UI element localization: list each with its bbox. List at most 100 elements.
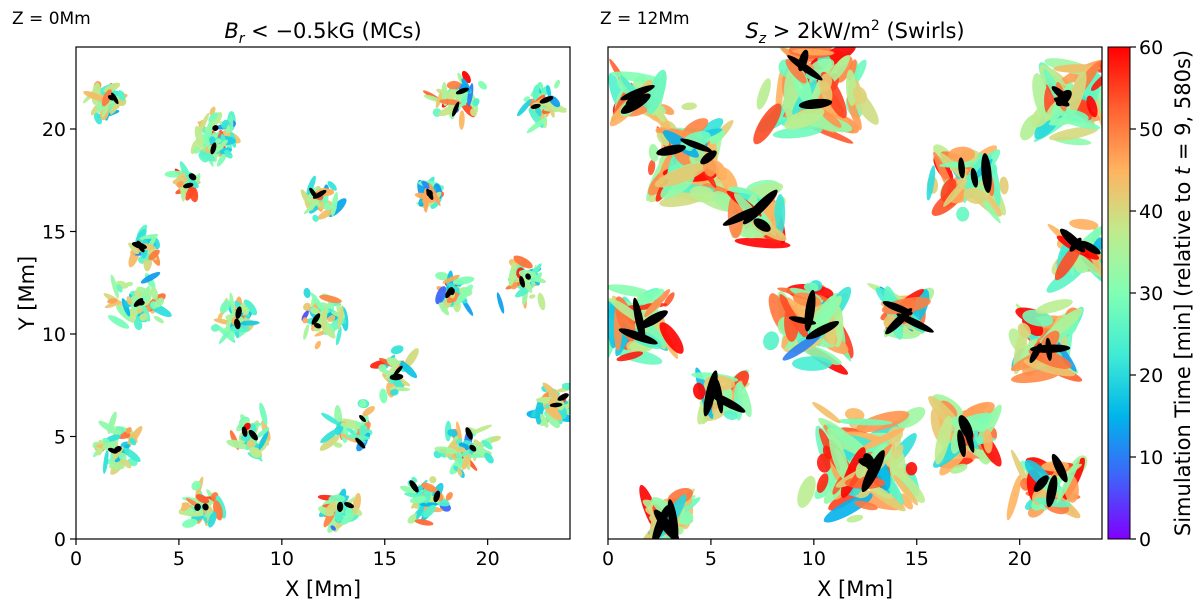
- feature-mark: [635, 288, 665, 306]
- tracked-core-mark: [133, 298, 144, 307]
- feature-mark: [826, 427, 868, 457]
- feature-mark: [1023, 359, 1076, 377]
- feature-mark: [792, 356, 832, 371]
- feature-mark: [302, 317, 309, 324]
- feature-mark: [447, 429, 458, 437]
- y-tick-label: 10: [42, 324, 66, 346]
- feature-mark: [390, 388, 399, 396]
- tracked-core-mark: [882, 301, 913, 315]
- feature-mark: [224, 149, 233, 159]
- x-tick-label: 20: [476, 548, 500, 570]
- tracked-core-mark: [212, 125, 219, 132]
- left-y-axis-label: Y [Mm]: [15, 256, 39, 331]
- feature-mark: [199, 150, 216, 162]
- feature-mark: [680, 142, 693, 152]
- feature-mark: [435, 91, 443, 109]
- feature-mark: [117, 99, 126, 107]
- tracked-core-mark: [787, 55, 823, 81]
- colorbar: 0 10 20 30 40 50 60 Simulation Time [min] (rel…: [1107, 37, 1195, 551]
- feature-mark: [306, 197, 322, 207]
- tracked-core-mark: [336, 501, 344, 513]
- feature-mark: [259, 402, 268, 426]
- feature-mark: [321, 412, 340, 426]
- feature-mark: [140, 271, 161, 284]
- feature-mark: [448, 90, 457, 99]
- feature-mark: [524, 278, 533, 293]
- tracked-core-mark: [1059, 228, 1086, 253]
- tracked-core-mark: [314, 323, 322, 329]
- feature-mark: [934, 415, 952, 465]
- tracked-core-mark: [107, 95, 115, 101]
- feature-mark: [810, 295, 838, 338]
- feature-mark: [121, 298, 131, 317]
- colorbar-ticks: 0 10 20 30 40 50 60: [1130, 37, 1163, 551]
- tracked-core-mark: [620, 84, 655, 101]
- feature-mark: [126, 296, 133, 306]
- feature-mark: [820, 81, 833, 103]
- feature-mark: [256, 427, 270, 438]
- feature-mark: [648, 144, 659, 162]
- feature-mark: [208, 511, 217, 528]
- feature-mark: [215, 138, 223, 144]
- tracked-core-mark: [788, 316, 817, 325]
- feature-mark: [414, 519, 434, 526]
- feature-mark: [616, 351, 644, 362]
- tracked-core-mark: [202, 503, 209, 511]
- feature-mark: [246, 439, 256, 448]
- tracked-core-mark: [625, 94, 644, 108]
- feature-mark: [331, 191, 338, 217]
- tracked-core-mark: [981, 153, 992, 194]
- tracked-core-mark: [700, 150, 717, 165]
- tracked-core-mark: [618, 328, 658, 345]
- feature-mark: [784, 107, 825, 130]
- feature-mark: [828, 55, 850, 84]
- right-plot-marks: [608, 47, 1102, 539]
- feature-mark: [534, 272, 543, 282]
- feature-mark: [83, 90, 106, 102]
- feature-mark: [723, 410, 738, 420]
- tracked-core-mark: [962, 417, 975, 453]
- colorbar-tick-label: 50: [1139, 119, 1163, 141]
- feature-mark: [1006, 474, 1022, 521]
- tracked-core-mark: [426, 188, 434, 200]
- feature-mark: [243, 299, 258, 316]
- tracked-core-mark: [465, 427, 473, 440]
- y-tick-label: 20: [42, 119, 66, 141]
- feature-mark: [517, 99, 532, 117]
- right-panel: 0 5 10 15 20 Z = 12Mm Sz > 2kW/m2 (Swirls) X…: [600, 9, 1103, 601]
- feature-mark: [753, 103, 782, 145]
- feature-mark: [963, 187, 987, 205]
- tracked-core-mark: [957, 429, 966, 458]
- feature-mark: [117, 90, 126, 101]
- left-plot-frame: [75, 46, 571, 540]
- feature-mark: [416, 502, 425, 520]
- feature-mark: [378, 364, 387, 372]
- feature-mark: [333, 442, 343, 448]
- feature-mark: [300, 189, 312, 207]
- colorbar-tick-label: 60: [1139, 37, 1163, 59]
- feature-mark: [926, 165, 936, 201]
- feature-mark: [330, 525, 336, 531]
- feature-mark: [202, 131, 210, 144]
- tracked-core-mark: [530, 103, 541, 109]
- feature-mark: [240, 434, 251, 442]
- feature-mark: [1086, 95, 1098, 118]
- left-panel-annotation: Z = 0Mm: [12, 9, 91, 29]
- tracked-core-mark: [183, 182, 194, 189]
- feature-mark: [189, 186, 199, 203]
- feature-mark: [546, 84, 552, 98]
- left-panel: 0 5 10 15 20 0 5 10 15 20 Z = 0Mm Br < −0.5kG (MC…: [12, 9, 571, 601]
- feature-mark: [191, 480, 201, 491]
- right-panel-annotation: Z = 12Mm: [600, 9, 690, 29]
- tracked-core-mark: [107, 447, 118, 454]
- feature-mark: [148, 249, 160, 261]
- feature-mark: [481, 440, 493, 450]
- feature-mark: [154, 297, 165, 308]
- feature-mark: [943, 179, 968, 207]
- y-tick-label: 0: [54, 529, 66, 551]
- feature-mark: [214, 323, 235, 342]
- feature-mark: [1096, 55, 1102, 73]
- feature-mark: [308, 203, 320, 214]
- feature-mark: [116, 305, 134, 323]
- tracked-core-mark: [1030, 344, 1071, 353]
